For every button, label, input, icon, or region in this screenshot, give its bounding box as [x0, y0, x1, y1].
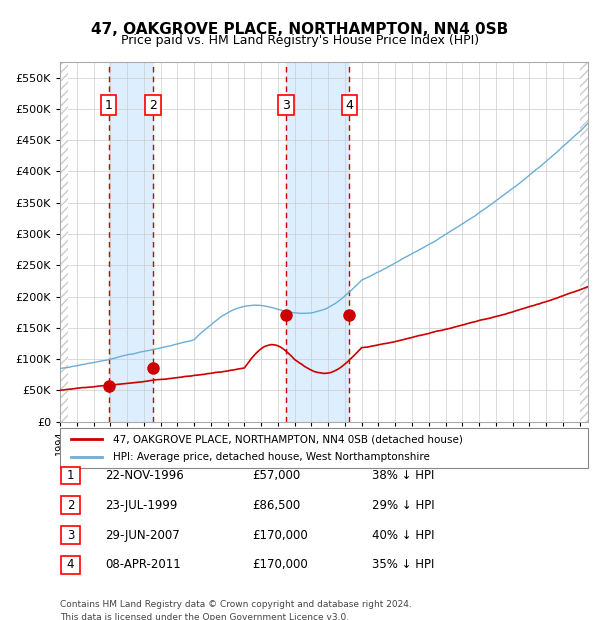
Text: £170,000: £170,000 [252, 559, 308, 571]
Text: 2: 2 [67, 499, 74, 511]
Text: 29-JUN-2007: 29-JUN-2007 [105, 529, 180, 541]
Text: 4: 4 [67, 559, 74, 571]
FancyBboxPatch shape [60, 428, 588, 468]
Bar [60, 62, 68, 422]
Text: 22-NOV-1996: 22-NOV-1996 [105, 469, 184, 482]
Text: 3: 3 [67, 529, 74, 541]
FancyBboxPatch shape [61, 467, 80, 484]
Text: Price paid vs. HM Land Registry's House Price Index (HPI): Price paid vs. HM Land Registry's House … [121, 34, 479, 47]
Text: 4: 4 [346, 99, 353, 112]
Text: 38% ↓ HPI: 38% ↓ HPI [372, 469, 434, 482]
Text: 40% ↓ HPI: 40% ↓ HPI [372, 529, 434, 541]
Text: 3: 3 [282, 99, 290, 112]
Text: This data is licensed under the Open Government Licence v3.0.: This data is licensed under the Open Gov… [60, 613, 349, 620]
Text: 2: 2 [149, 99, 157, 112]
Text: 1: 1 [67, 469, 74, 482]
Bar [109, 62, 153, 422]
Bar [286, 62, 349, 422]
Text: HPI: Average price, detached house, West Northamptonshire: HPI: Average price, detached house, West… [113, 452, 430, 462]
Text: Contains HM Land Registry data © Crown copyright and database right 2024.: Contains HM Land Registry data © Crown c… [60, 600, 412, 609]
Bar [60, 62, 68, 422]
FancyBboxPatch shape [61, 497, 80, 514]
Text: 08-APR-2011: 08-APR-2011 [105, 559, 181, 571]
Text: £57,000: £57,000 [252, 469, 300, 482]
FancyBboxPatch shape [61, 526, 80, 544]
Text: 1: 1 [104, 99, 113, 112]
Text: £170,000: £170,000 [252, 529, 308, 541]
Text: 47, OAKGROVE PLACE, NORTHAMPTON, NN4 0SB: 47, OAKGROVE PLACE, NORTHAMPTON, NN4 0SB [91, 22, 509, 37]
Text: £86,500: £86,500 [252, 499, 300, 511]
Text: 35% ↓ HPI: 35% ↓ HPI [372, 559, 434, 571]
Text: 23-JUL-1999: 23-JUL-1999 [105, 499, 178, 511]
Text: 47, OAKGROVE PLACE, NORTHAMPTON, NN4 0SB (detached house): 47, OAKGROVE PLACE, NORTHAMPTON, NN4 0SB… [113, 434, 463, 444]
Bar [580, 62, 588, 422]
Text: 29% ↓ HPI: 29% ↓ HPI [372, 499, 434, 511]
FancyBboxPatch shape [61, 556, 80, 574]
